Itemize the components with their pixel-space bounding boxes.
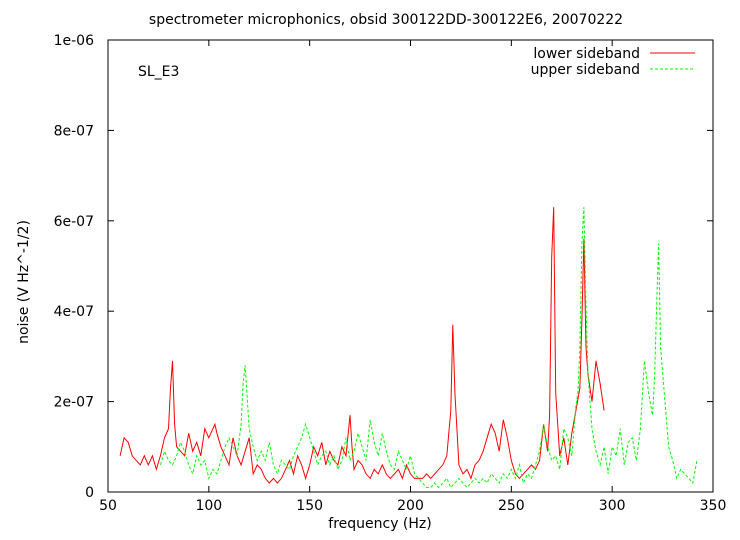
legend-label-upper: upper sideband xyxy=(531,62,640,78)
series-line-lower-sideband xyxy=(119,207,605,484)
y-tick-label: 8e-07 xyxy=(54,123,94,139)
x-tick-label: 200 xyxy=(397,498,424,514)
series-line-upper-sideband xyxy=(159,207,698,489)
legend: lower sideband upper sideband xyxy=(531,46,695,78)
series-layer xyxy=(119,207,698,489)
y-axis-label: noise (V Hz^-1/2) xyxy=(16,220,32,344)
plot-frame xyxy=(107,39,714,493)
x-tick-label: 250 xyxy=(498,498,525,514)
x-tick-label: 350 xyxy=(700,498,727,514)
x-tick-label: 100 xyxy=(195,498,222,514)
y-tick-label: 1e-06 xyxy=(54,33,94,49)
chart-title: spectrometer microphonics, obsid 300122D… xyxy=(149,12,623,28)
legend-label-lower: lower sideband xyxy=(533,46,640,62)
y-tick-label: 2e-07 xyxy=(54,395,94,411)
chart-annotation: SL_E3 xyxy=(138,64,179,80)
y-tick-label: 6e-07 xyxy=(54,214,94,230)
axis-ticks: 50 100 150 200 250 300 350 0 2e-07 4e-07 6e-07 8e-0… xyxy=(54,33,727,514)
x-tick-label: 50 xyxy=(99,498,117,514)
y-tick-label: 0 xyxy=(85,485,94,501)
y-tick-label: 4e-07 xyxy=(54,304,94,320)
x-axis-label: frequency (Hz) xyxy=(328,516,431,532)
x-tick-label: 300 xyxy=(599,498,626,514)
x-tick-label: 150 xyxy=(296,498,323,514)
